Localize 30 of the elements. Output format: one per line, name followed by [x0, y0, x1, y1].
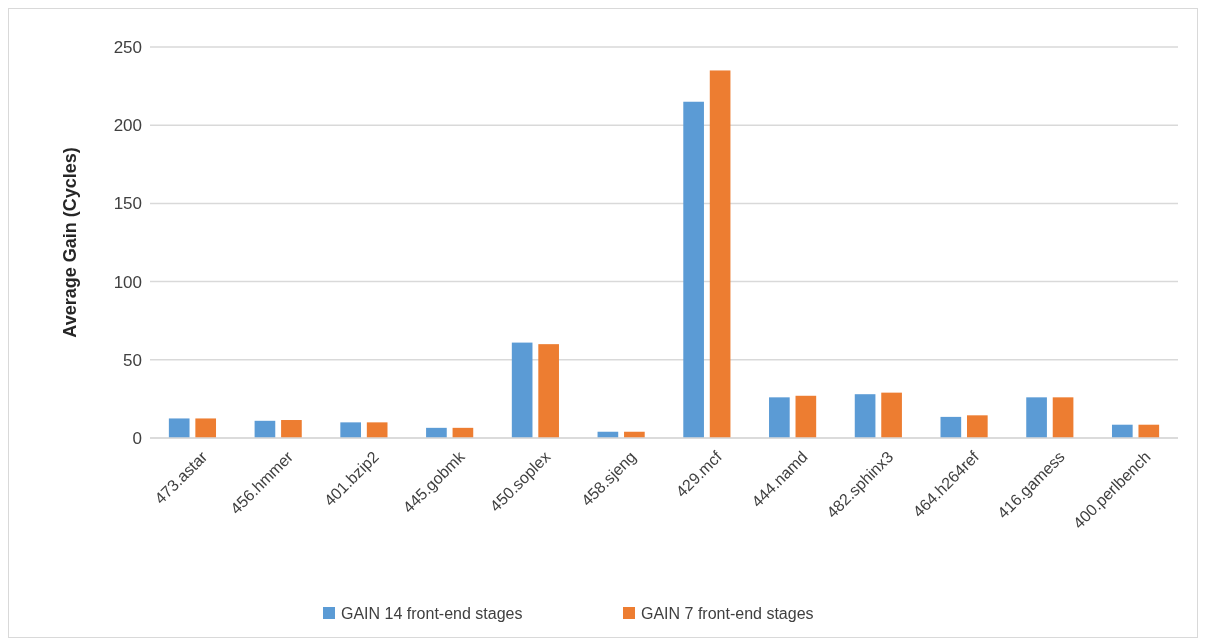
legend-label: GAIN 7 front-end stages	[641, 604, 814, 622]
bar	[709, 70, 731, 438]
y-tick-label: 100	[113, 272, 142, 292]
bar	[769, 397, 790, 438]
bar	[538, 344, 559, 438]
bar	[281, 420, 302, 438]
bar	[967, 415, 988, 438]
bar	[340, 422, 361, 438]
bar	[940, 416, 962, 438]
bar	[1111, 424, 1133, 438]
bar	[1026, 397, 1047, 438]
y-tick-label: 250	[113, 37, 142, 57]
bar	[254, 420, 276, 438]
y-tick-label: 200	[113, 116, 142, 136]
bar	[366, 422, 388, 438]
bar	[1052, 397, 1074, 438]
y-axis-title: Average Gain (Cycles)	[60, 147, 80, 338]
bar	[683, 101, 704, 438]
bar	[426, 427, 447, 438]
bar	[1138, 424, 1160, 438]
bar	[854, 394, 876, 438]
bar	[168, 418, 190, 438]
bar	[795, 395, 817, 438]
y-tick-label: 50	[123, 350, 142, 370]
y-tick-label: 0	[132, 428, 142, 448]
y-tick-label: 150	[113, 194, 142, 214]
bar	[881, 392, 902, 438]
legend-label: GAIN 14 front-end stages	[341, 604, 523, 622]
bar	[511, 342, 533, 438]
bar	[195, 418, 217, 438]
